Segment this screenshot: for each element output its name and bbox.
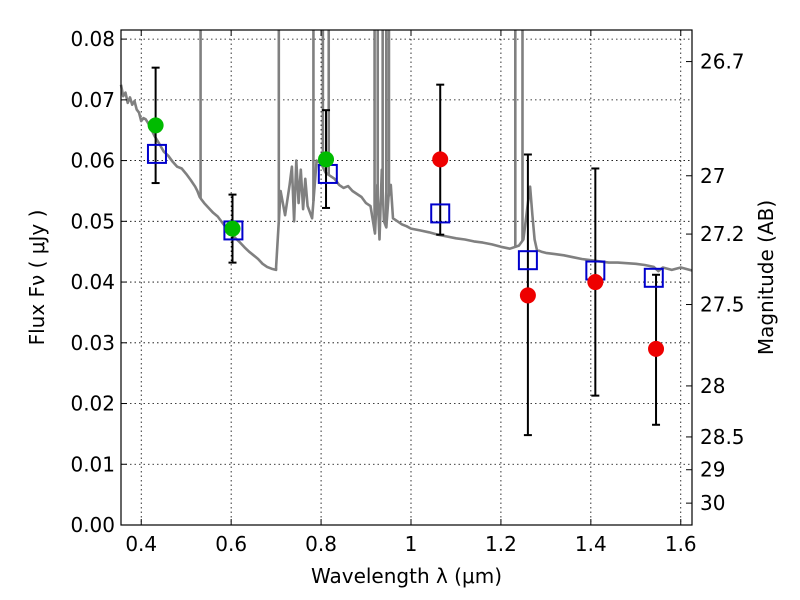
x-tick-label: 1.4 [575,532,607,556]
model-flux-layer [146,143,664,288]
y2-tick-labels: 26.7 27 27.2 27.5 28 28.5 29 30 [700,50,745,516]
x-axis-label: Wavelength λ (μm) [311,564,502,588]
model-flux-square [430,203,451,224]
y-tick-label: 0.03 [70,331,115,355]
y-tick-labels: 0.00 0.01 0.02 0.03 0.04 0.05 0.06 0.07 0.08 [70,27,115,537]
x-tick-label: 1 [405,532,418,556]
detection-point [147,117,164,134]
axis-ticks [121,30,692,526]
y2-tick-label: 30 [700,491,725,515]
model-flux-square [146,143,167,164]
plot-frame [120,29,693,526]
y2-tick-label: 26.7 [700,50,745,74]
grid [121,30,692,526]
y-tick-label: 0.04 [70,270,115,294]
x-tick-label: 0.6 [215,532,247,556]
model-spectrum-line [119,84,693,273]
x-tick-label: 0.4 [125,532,157,556]
y2-tick-label: 27 [700,164,725,188]
x-tick-labels: 0.4 0.6 0.8 1 1.2 1.4 1.6 [125,532,696,556]
x-tick-label: 0.8 [305,532,337,556]
y-tick-label: 0.00 [70,513,115,537]
model-flux-square [517,250,538,271]
y-tick-label: 0.05 [70,209,115,233]
y2-axis-label: Magnitude (AB) [754,200,778,355]
error-bar-layer [151,66,661,437]
y-tick-label: 0.07 [70,88,115,112]
y2-tick-label: 29 [700,458,725,482]
y2-tick-label: 28 [700,374,725,398]
model-spectrum-layer [119,30,693,273]
y-tick-label: 0.08 [70,27,115,51]
detection-point [318,151,335,168]
y2-tick-label: 27.2 [700,222,745,246]
y-tick-label: 0.06 [70,149,115,173]
model-flux-square [643,267,664,288]
observed-points-layer [147,117,665,357]
low-significance-point [432,151,449,168]
detection-point [224,220,241,237]
low-significance-point [648,340,665,357]
x-tick-label: 1.2 [485,532,517,556]
low-significance-point [587,274,604,291]
y2-tick-label: 27.5 [700,293,745,317]
y2-tick-label: 28.5 [700,425,745,449]
y-axis-label: Flux Fν ( μJy ) [25,210,49,346]
y-tick-label: 0.01 [70,452,115,476]
low-significance-point [519,287,536,304]
x-tick-label: 1.6 [665,532,697,556]
y-tick-label: 0.02 [70,392,115,416]
